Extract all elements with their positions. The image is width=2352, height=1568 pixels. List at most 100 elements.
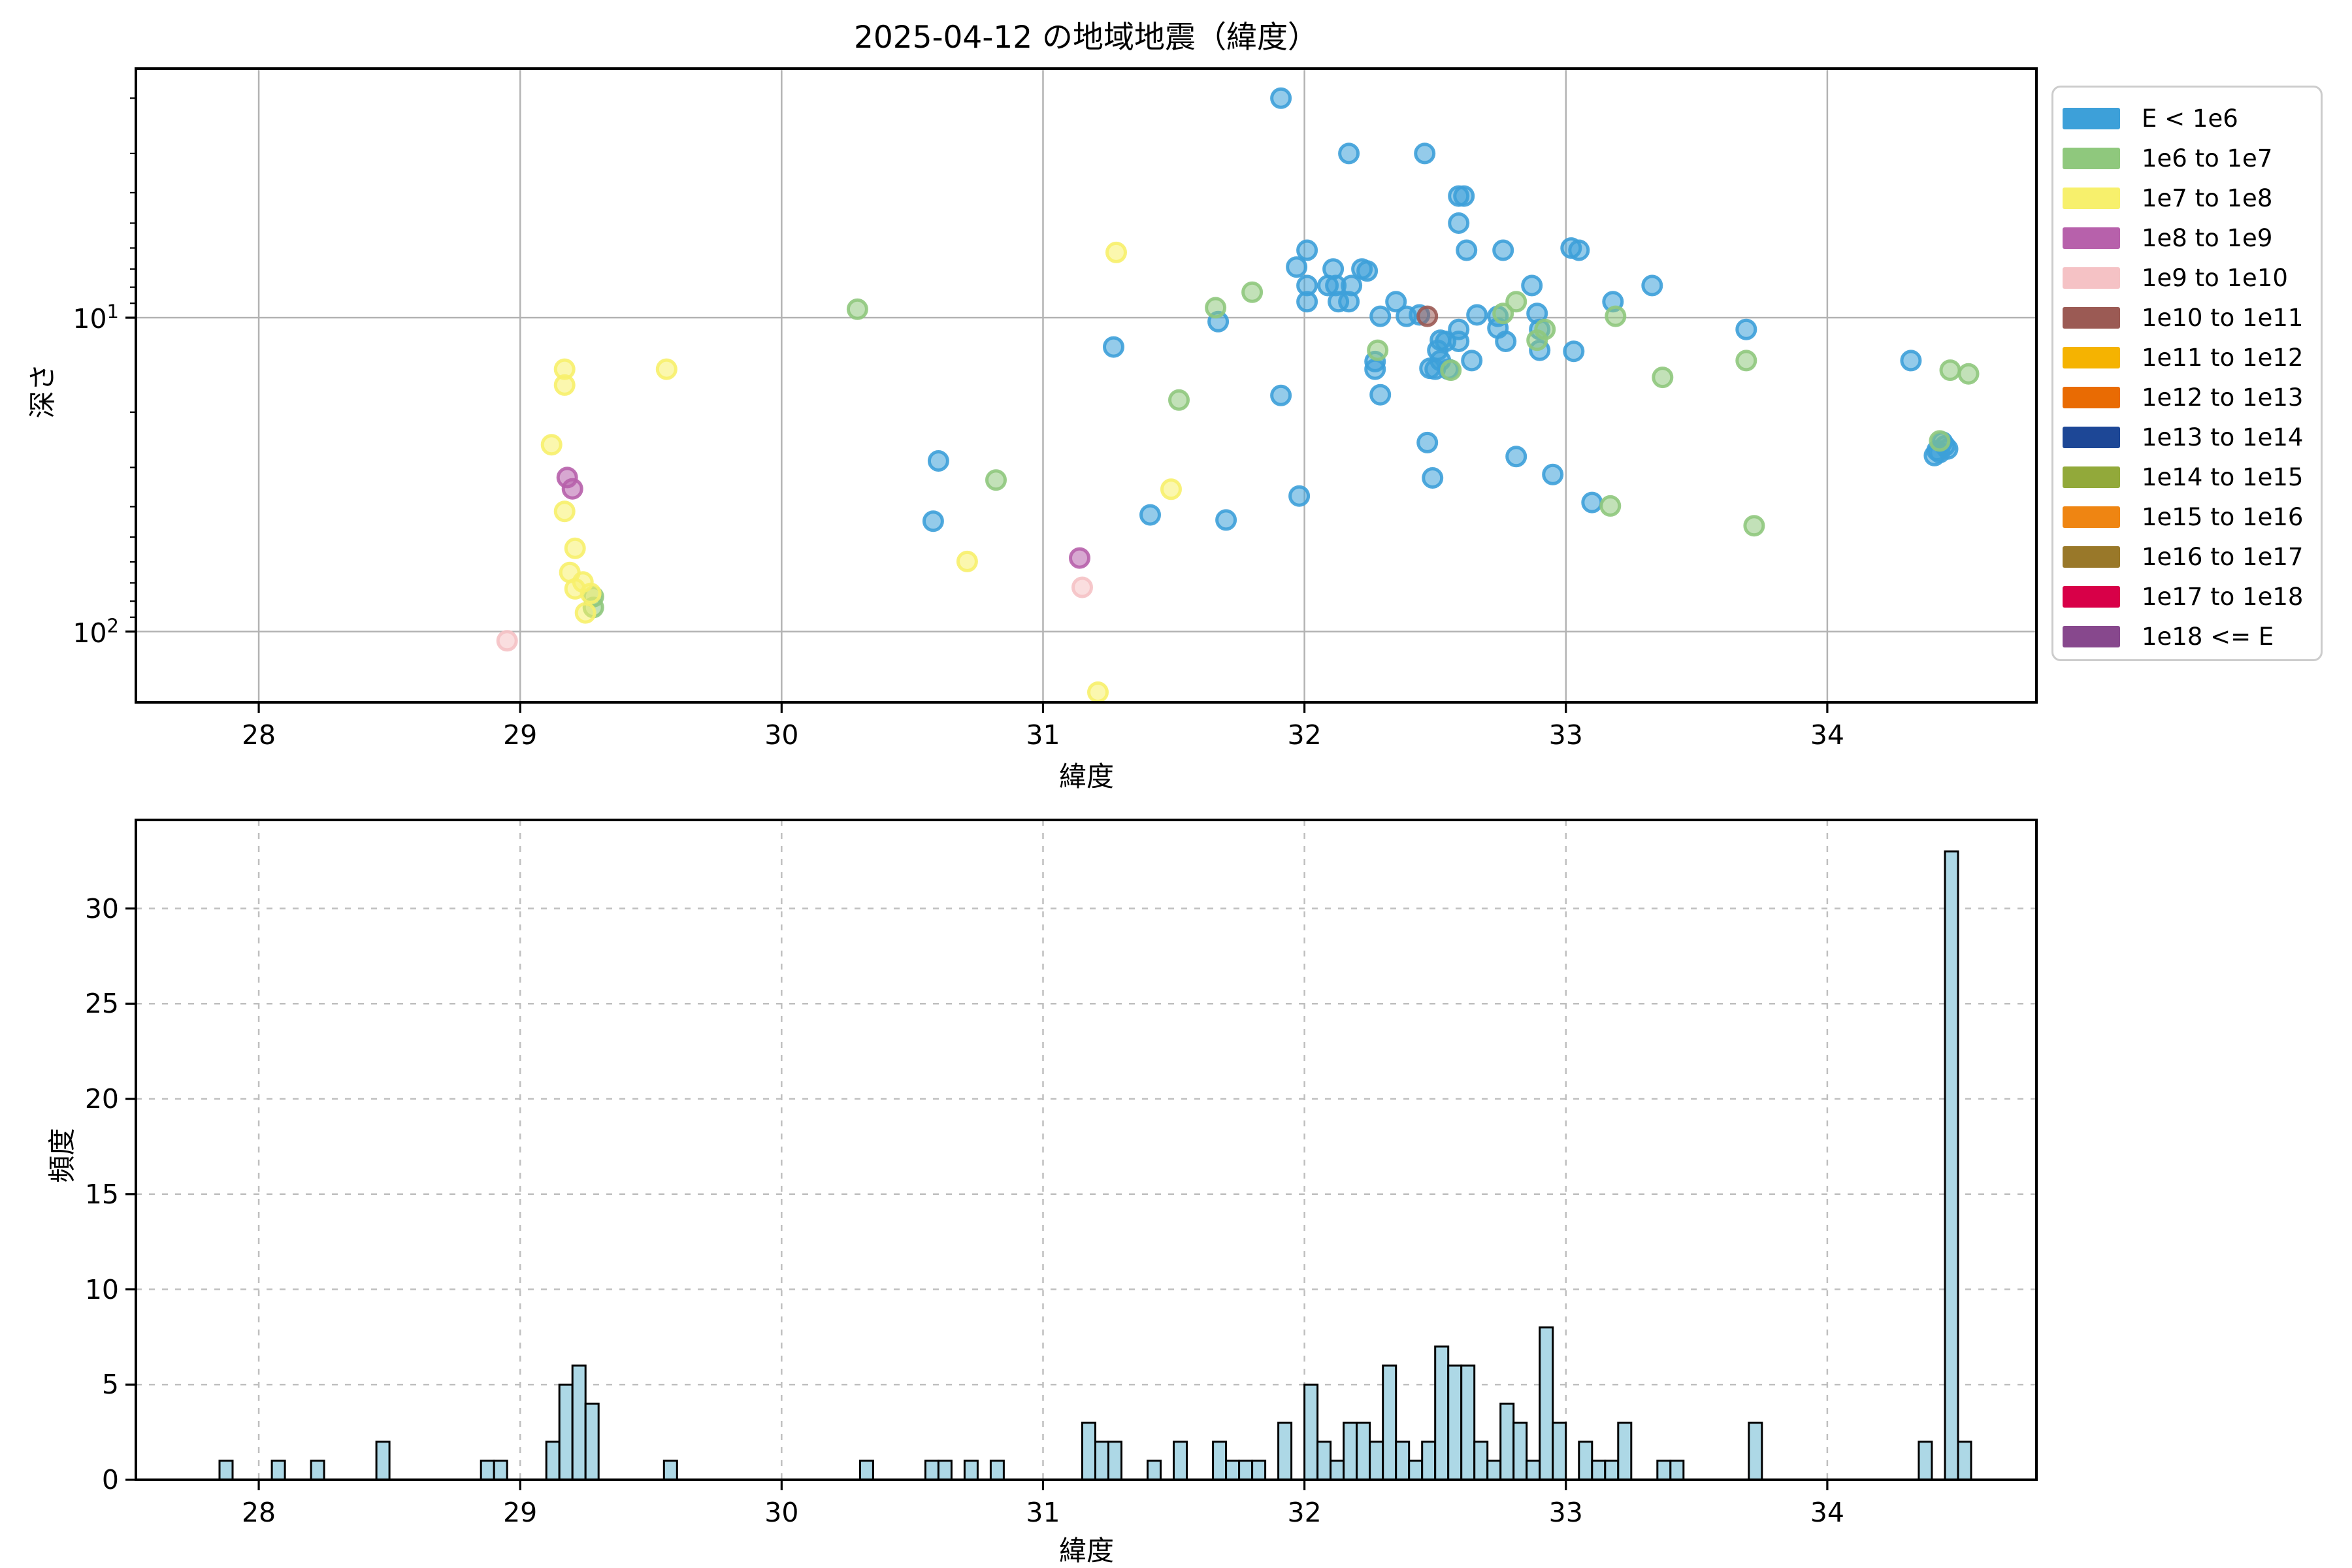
scatter-point xyxy=(561,478,583,500)
histogram-bar xyxy=(1395,1441,1411,1481)
scatter-point xyxy=(1448,331,1470,352)
legend-row: 1e12 to 1e13 xyxy=(2063,378,2321,417)
scatter-point xyxy=(1215,509,1237,531)
scatter-point xyxy=(540,434,563,456)
hist-xtick-label: 32 xyxy=(1287,1497,1322,1528)
scatter-point xyxy=(1440,359,1462,382)
histogram-bar xyxy=(1552,1422,1567,1481)
histogram-bar xyxy=(1316,1441,1332,1481)
scatter-point xyxy=(1495,331,1517,352)
scatter-point xyxy=(927,450,949,472)
legend-label: 1e12 to 1e13 xyxy=(2142,384,2304,412)
histogram-bar xyxy=(1330,1460,1345,1481)
scatter-point xyxy=(1526,329,1548,351)
hist-xtick-label: 30 xyxy=(764,1497,799,1528)
scatter-point xyxy=(1338,142,1360,165)
scatter-point xyxy=(1369,384,1392,406)
scatter-title: 2025-04-12 の地域地震（緯度） xyxy=(853,20,1319,56)
scatter-point xyxy=(1453,185,1475,207)
legend-label: 1e8 to 1e9 xyxy=(2142,224,2273,252)
scatter-point xyxy=(553,374,576,396)
scatter-xtick-label: 29 xyxy=(503,719,538,751)
histogram-bar xyxy=(1212,1441,1228,1481)
legend-label: 1e18 <= E xyxy=(2142,623,2274,651)
legend-row: 1e16 to 1e17 xyxy=(2063,537,2321,577)
scatter-point xyxy=(846,298,868,320)
scatter-xtick-label: 32 xyxy=(1287,719,1322,751)
histogram-bar xyxy=(1356,1422,1371,1481)
legend-swatch-icon xyxy=(2063,387,2120,408)
scatter-point xyxy=(1563,340,1585,363)
histogram-bar xyxy=(937,1460,953,1481)
histogram-bar xyxy=(1669,1460,1685,1481)
legend-swatch-icon xyxy=(2063,108,2120,129)
scatter-point xyxy=(1385,291,1407,313)
legend-label: 1e14 to 1e15 xyxy=(2142,463,2304,491)
scatter-point xyxy=(1103,336,1124,358)
legend-label: 1e13 to 1e14 xyxy=(2142,423,2304,451)
legend-swatch-icon xyxy=(2063,427,2120,448)
histogram-bar xyxy=(1918,1441,1933,1481)
hist-ytick-label: 20 xyxy=(84,1083,119,1115)
scatter-point xyxy=(1416,305,1439,327)
legend-swatch-icon xyxy=(2063,148,2120,169)
scatter-point xyxy=(1939,359,1961,382)
histogram-bar xyxy=(1656,1460,1672,1481)
histogram-bar xyxy=(1277,1422,1293,1481)
histogram-bar xyxy=(310,1460,325,1481)
scatter-point xyxy=(985,469,1007,491)
histogram-bar xyxy=(1369,1441,1384,1481)
legend-swatch-icon xyxy=(2063,267,2120,289)
scatter-point xyxy=(1599,495,1622,517)
scatter-point xyxy=(1241,281,1264,303)
legend-swatch-icon xyxy=(2063,626,2120,647)
scatter-point xyxy=(574,602,596,624)
histogram-bar xyxy=(1238,1460,1254,1481)
histogram-bar xyxy=(1578,1441,1593,1481)
histogram-bar xyxy=(1748,1422,1763,1481)
histogram-bar xyxy=(1460,1364,1476,1481)
scatter-point xyxy=(1286,256,1308,278)
scatter-point xyxy=(1521,274,1543,297)
histogram-bar xyxy=(1499,1402,1515,1481)
histogram-bar xyxy=(480,1460,495,1481)
histogram-bar xyxy=(1539,1326,1554,1481)
hist-ytick-label: 15 xyxy=(84,1178,119,1210)
scatter-xtick-label: 31 xyxy=(1026,719,1060,751)
histogram-bar xyxy=(1486,1460,1502,1481)
scatter-xtick-label: 30 xyxy=(764,719,799,751)
histogram-bar xyxy=(558,1383,574,1481)
legend-swatch-icon xyxy=(2063,188,2120,209)
scatter-xtick-label: 28 xyxy=(241,719,276,751)
histogram-bar xyxy=(858,1460,874,1481)
scatter-point xyxy=(1735,318,1757,340)
legend-row: 1e9 to 1e10 xyxy=(2063,258,2321,298)
scatter-point xyxy=(496,630,518,652)
scatter-point xyxy=(1492,302,1514,325)
scatter-xtick-label: 33 xyxy=(1548,719,1583,751)
legend-swatch-icon xyxy=(2063,307,2120,329)
legend-row: 1e10 to 1e11 xyxy=(2063,298,2321,338)
hist-ytick-label: 10 xyxy=(84,1273,119,1305)
scatter-point xyxy=(1069,547,1090,569)
scatter-ylabel: 深さ xyxy=(26,363,59,419)
hist-xtick-label: 34 xyxy=(1810,1497,1844,1528)
scatter-point xyxy=(564,537,586,559)
histogram-bar xyxy=(1591,1460,1607,1481)
scatter-point xyxy=(956,550,978,572)
scatter-point xyxy=(1071,576,1093,598)
scatter-point xyxy=(1087,681,1109,703)
scatter-point xyxy=(922,510,944,532)
scatter-point xyxy=(1105,241,1127,263)
scatter-plot-border xyxy=(135,67,2038,704)
scatter-point xyxy=(553,500,576,523)
legend-swatch-icon xyxy=(2063,347,2120,368)
scatter-point xyxy=(1492,239,1514,261)
legend-label: 1e16 to 1e17 xyxy=(2142,543,2304,571)
hist-xtick-label: 29 xyxy=(503,1497,538,1528)
legend-row: 1e11 to 1e12 xyxy=(2063,338,2321,378)
scatter-point xyxy=(1466,304,1488,326)
scatter-point xyxy=(1296,239,1318,261)
